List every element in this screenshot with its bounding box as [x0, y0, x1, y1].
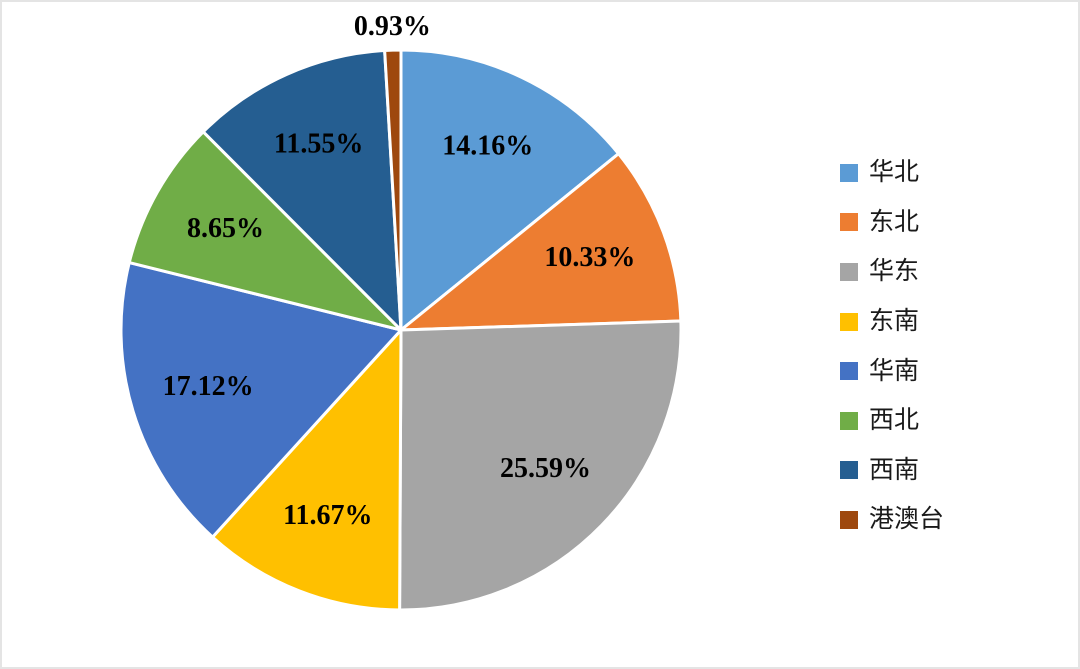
- legend-label: 华北: [869, 158, 920, 187]
- legend-item-7: 西南: [840, 446, 944, 496]
- legend-label: 西南: [869, 455, 920, 484]
- legend-item-2: 东北: [840, 198, 944, 248]
- legend-item-3: 华东: [840, 247, 944, 297]
- legend-label: 华南: [869, 356, 920, 385]
- legend-swatch-icon: [840, 163, 858, 182]
- legend-label: 西北: [869, 406, 920, 435]
- legend-swatch-icon: [840, 362, 858, 381]
- legend-swatch-icon: [840, 461, 858, 480]
- pie-slice-8: [383, 48, 403, 332]
- pie-slice-5: [119, 261, 403, 539]
- pie-label-3: 25.59%: [500, 453, 591, 484]
- pie-label-7: 11.55%: [274, 128, 363, 159]
- legend-swatch-icon: [840, 262, 858, 281]
- pie-label-8: 0.93%: [354, 11, 431, 42]
- pie-slice-4: [211, 328, 403, 612]
- legend-item-1: 华北: [840, 148, 944, 198]
- pie-label-1: 14.16%: [442, 130, 533, 161]
- pie-slice-2: [399, 152, 683, 332]
- legend-label: 港澳台: [869, 505, 945, 534]
- pie-slice-7: [201, 48, 403, 332]
- pie-label-5: 17.12%: [163, 371, 254, 402]
- legend-item-8: 港澳台: [840, 495, 944, 545]
- legend-label: 华东: [869, 257, 920, 286]
- legend-item-6: 西北: [840, 396, 944, 446]
- pie-label-2: 10.33%: [544, 242, 635, 273]
- pie-label-6: 8.65%: [187, 213, 264, 244]
- pie-slice-6: [127, 130, 403, 332]
- legend-label: 东南: [869, 307, 920, 336]
- pie-slice-3: [398, 319, 683, 612]
- legend-label: 东北: [869, 207, 920, 236]
- legend-swatch-icon: [840, 411, 858, 430]
- legend-swatch-icon: [840, 312, 858, 331]
- legend-item-4: 东南: [840, 297, 944, 347]
- legend-item-5: 华南: [840, 346, 944, 396]
- legend-swatch-icon: [840, 510, 858, 529]
- pie-slice-1: [399, 48, 621, 332]
- legend-swatch-icon: [840, 213, 858, 232]
- pie-label-4: 11.67%: [283, 500, 372, 531]
- chart-legend: 华北东北华东东南华南西北西南港澳台: [840, 148, 944, 545]
